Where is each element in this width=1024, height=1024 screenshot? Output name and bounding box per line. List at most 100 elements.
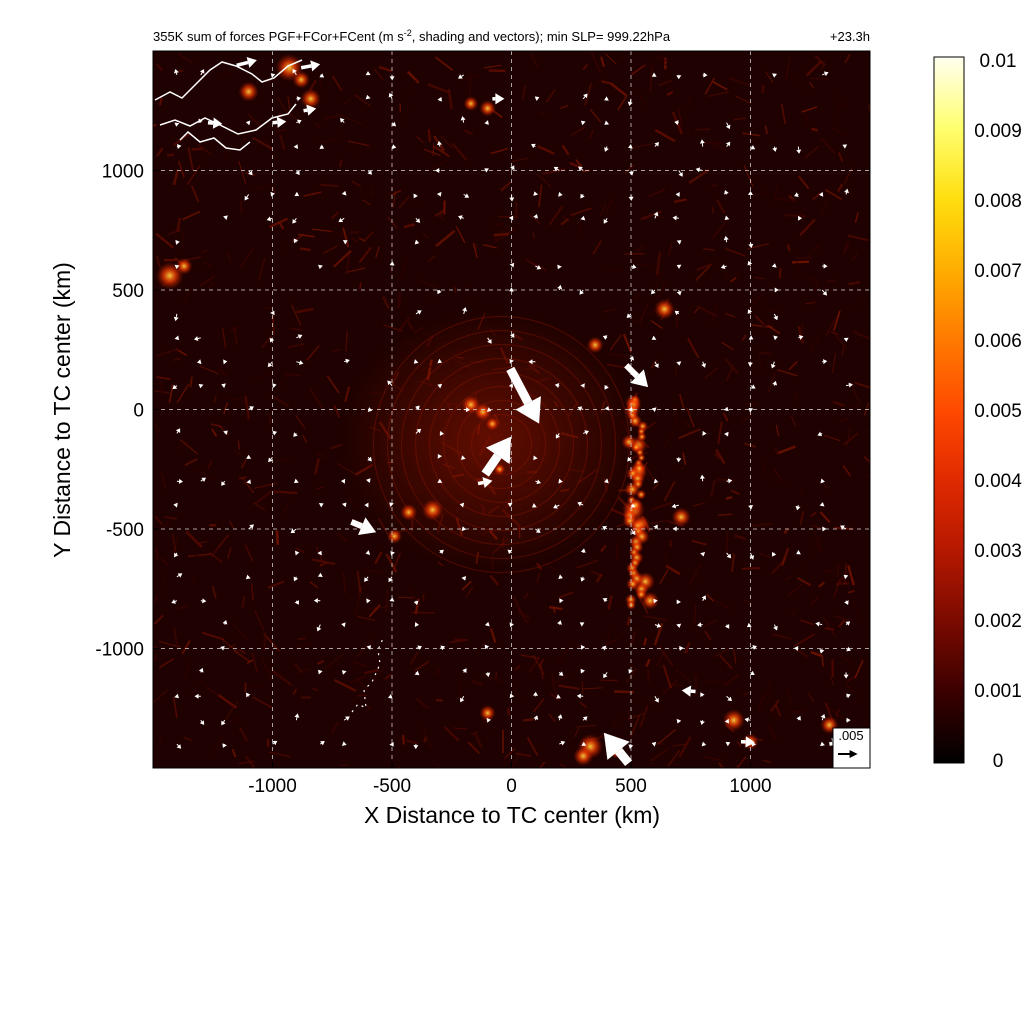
heatmap-hotspot bbox=[463, 96, 479, 112]
texture-streak bbox=[251, 652, 258, 673]
texture-streak bbox=[774, 704, 782, 717]
small-force-vector bbox=[270, 73, 276, 78]
small-force-vector bbox=[222, 743, 227, 748]
texture-streak bbox=[275, 129, 287, 132]
texture-streak bbox=[853, 686, 864, 704]
texture-streak bbox=[164, 516, 177, 520]
texture-streak bbox=[238, 760, 255, 765]
small-force-vector bbox=[580, 548, 586, 553]
texture-streak bbox=[601, 80, 611, 85]
large-force-vector bbox=[506, 366, 541, 424]
small-force-vector bbox=[389, 74, 395, 81]
small-force-vector bbox=[461, 455, 466, 460]
small-force-vector bbox=[701, 595, 706, 601]
texture-streak bbox=[714, 452, 721, 460]
small-force-vector bbox=[725, 141, 731, 147]
texture-streak bbox=[650, 320, 663, 329]
small-force-vector bbox=[223, 359, 228, 365]
small-force-vector bbox=[463, 193, 470, 198]
small-force-vector bbox=[653, 211, 659, 219]
texture-streak bbox=[584, 83, 593, 106]
texture-streak bbox=[693, 307, 700, 314]
texture-streak bbox=[682, 452, 687, 465]
texture-streak bbox=[185, 530, 203, 549]
texture-streak bbox=[537, 184, 543, 208]
chart-title: 355K sum of forces PGF+FCor+FCent (m s-2… bbox=[153, 28, 671, 44]
small-force-vector bbox=[724, 189, 729, 195]
texture-streak bbox=[638, 302, 650, 325]
texture-streak bbox=[710, 183, 718, 188]
small-force-vector bbox=[746, 622, 752, 628]
large-force-vector bbox=[300, 60, 321, 72]
small-force-vector bbox=[557, 284, 563, 291]
small-force-vector bbox=[702, 430, 707, 436]
texture-streak bbox=[375, 246, 380, 258]
texture-streak bbox=[795, 647, 809, 658]
texture-streak bbox=[869, 101, 870, 103]
small-force-vector bbox=[341, 622, 346, 628]
small-force-vector bbox=[579, 622, 585, 627]
texture-streak bbox=[483, 64, 502, 69]
y-tick-label: -500 bbox=[106, 520, 144, 541]
small-force-vector bbox=[628, 669, 633, 674]
small-force-vector bbox=[460, 696, 465, 703]
texture-streak bbox=[201, 249, 209, 254]
small-force-vector bbox=[651, 335, 657, 340]
texture-streak bbox=[648, 62, 656, 71]
texture-streak bbox=[624, 164, 634, 175]
texture-streak bbox=[269, 217, 289, 229]
texture-streak bbox=[630, 715, 641, 737]
small-force-vector bbox=[771, 263, 777, 268]
small-force-vector bbox=[674, 120, 679, 126]
texture-streak bbox=[830, 330, 839, 336]
coastline bbox=[154, 59, 303, 151]
small-force-vector bbox=[342, 741, 347, 747]
small-force-vector bbox=[437, 96, 442, 102]
texture-streak bbox=[455, 226, 466, 243]
small-force-vector bbox=[726, 695, 733, 702]
chart-title-rest: , shading and vectors); min SLP= 999.22h… bbox=[412, 29, 671, 44]
texture-streak bbox=[390, 189, 402, 197]
small-force-vector bbox=[604, 385, 609, 390]
texture-streak bbox=[292, 688, 298, 695]
small-force-vector bbox=[509, 194, 515, 202]
texture-streak bbox=[418, 278, 438, 288]
texture-streak bbox=[790, 611, 797, 617]
texture-streak bbox=[602, 308, 617, 313]
texture-streak bbox=[227, 547, 232, 559]
texture-streak bbox=[293, 662, 304, 674]
small-force-vector bbox=[414, 622, 419, 628]
texture-streak bbox=[847, 589, 855, 594]
texture-streak bbox=[763, 759, 772, 764]
texture-streak bbox=[818, 581, 825, 588]
small-force-vector bbox=[845, 646, 851, 652]
texture-streak bbox=[856, 649, 864, 663]
small-force-vector bbox=[846, 382, 853, 388]
small-force-vector bbox=[248, 170, 253, 176]
texture-streak bbox=[233, 327, 239, 345]
texture-streak bbox=[781, 548, 790, 566]
small-force-vector bbox=[533, 214, 538, 219]
colorbar-tick-label: 0.007 bbox=[974, 261, 1022, 282]
texture-streak bbox=[562, 216, 570, 220]
heatmap-hotspot bbox=[493, 463, 506, 476]
texture-streak bbox=[156, 376, 171, 381]
small-force-vector bbox=[577, 501, 584, 507]
texture-streak bbox=[759, 351, 772, 355]
texture-streak bbox=[591, 72, 608, 90]
texture-streak bbox=[233, 449, 242, 456]
texture-streak bbox=[793, 391, 798, 401]
texture-streak bbox=[281, 239, 285, 255]
texture-streak bbox=[742, 132, 761, 137]
small-force-vector bbox=[651, 741, 657, 747]
small-force-vector bbox=[772, 146, 778, 152]
small-force-vector bbox=[557, 264, 562, 270]
texture-streak bbox=[239, 248, 255, 268]
texture-streak bbox=[824, 434, 841, 442]
texture-streak bbox=[339, 131, 347, 150]
texture-streak bbox=[433, 145, 450, 158]
texture-streak bbox=[436, 666, 441, 676]
small-force-vector bbox=[415, 217, 421, 223]
texture-streak bbox=[452, 727, 467, 730]
small-force-vector bbox=[174, 264, 180, 270]
